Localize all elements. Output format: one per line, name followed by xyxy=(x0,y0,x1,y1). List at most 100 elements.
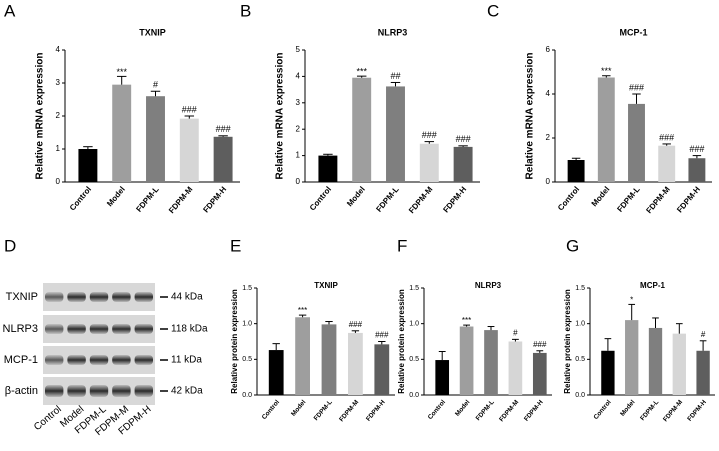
panel-label: G xyxy=(566,236,579,255)
blot-band xyxy=(112,385,131,397)
y-tick-label: 0.5 xyxy=(242,356,252,363)
x-tick-label: Model xyxy=(619,399,637,418)
x-tick-label: FDPM-H xyxy=(523,399,545,423)
error-bar xyxy=(458,145,468,147)
error-bar xyxy=(602,75,611,78)
blot-lane-label: Control xyxy=(32,404,64,433)
x-tick-label: Model xyxy=(345,185,367,208)
bar xyxy=(532,352,547,395)
x-tick-label: FDPM-L xyxy=(475,399,496,422)
error-bar xyxy=(356,75,367,78)
bar xyxy=(672,333,686,395)
significance: # xyxy=(513,328,518,337)
y-tick-label: 2 xyxy=(56,111,61,120)
error-bar xyxy=(692,155,702,159)
x-tick-label: Control xyxy=(556,185,581,213)
bar xyxy=(453,146,473,182)
y-tick-label: 5 xyxy=(296,45,301,54)
blot-size-label: 118 kDa xyxy=(171,324,208,335)
panel-label: B xyxy=(240,1,251,20)
y-tick-label: 0 xyxy=(296,177,301,186)
x-tick-label: FDPM-H xyxy=(201,185,228,215)
y-axis-label: Relative mRNA expression xyxy=(525,53,536,180)
blot-band xyxy=(89,292,109,302)
bar xyxy=(78,149,98,182)
bar xyxy=(628,103,645,182)
chart-title: NLRP3 xyxy=(378,27,408,37)
error-bar xyxy=(699,340,707,351)
panel-label: C xyxy=(487,1,499,20)
blot-band xyxy=(45,292,64,302)
y-axis-label: Relative protein expression xyxy=(563,289,572,394)
significance: *** xyxy=(298,306,307,315)
bar xyxy=(648,327,663,395)
blot-row-label: NLRP3 xyxy=(3,323,38,335)
y-tick-label: 1.0 xyxy=(409,321,419,328)
significance: ### xyxy=(182,104,197,114)
x-tick-label: Control xyxy=(68,185,93,213)
chart-title: MCP-1 xyxy=(619,27,647,37)
blot-band xyxy=(112,355,131,365)
blot-band xyxy=(45,385,64,397)
y-tick-label: 4 xyxy=(296,72,301,81)
error-bar xyxy=(438,350,446,361)
y-tick-label: 1.5 xyxy=(409,285,419,292)
blot-size-label: 11 kDa xyxy=(171,355,202,366)
x-tick-label: Model xyxy=(290,399,308,418)
y-axis-label: Relative protein expression xyxy=(230,289,239,394)
bar xyxy=(435,360,450,395)
bar xyxy=(658,145,676,182)
blot-size-label: 44 kDa xyxy=(171,292,203,303)
x-tick-label: FDPM-H xyxy=(441,185,468,215)
significance: ### xyxy=(216,124,231,134)
blot-band xyxy=(67,292,86,302)
panel-label: A xyxy=(4,1,16,20)
x-tick-label: FDPM-L xyxy=(639,399,660,422)
y-tick-label: 0.0 xyxy=(409,392,419,399)
bar xyxy=(112,84,132,182)
bar xyxy=(348,332,363,395)
blot-size-label: 42 kDa xyxy=(171,386,203,397)
x-tick-label: FDPM-M xyxy=(407,185,435,216)
bar xyxy=(625,320,639,395)
chart-title: TXNIP xyxy=(314,281,338,290)
blot-row-label: MCP-1 xyxy=(4,354,38,366)
bar xyxy=(213,136,233,182)
x-tick-label: Control xyxy=(593,399,613,421)
significance: ### xyxy=(422,130,437,140)
panel-label: E xyxy=(230,236,241,255)
blot-band xyxy=(134,324,153,334)
error-bar xyxy=(272,343,280,351)
bar xyxy=(352,77,372,182)
bar xyxy=(459,326,474,395)
error-bar xyxy=(298,314,307,318)
blot-band xyxy=(45,324,64,334)
significance: *** xyxy=(356,67,367,77)
x-tick-label: Control xyxy=(308,185,333,213)
error-bar xyxy=(571,157,581,160)
bar xyxy=(321,324,337,395)
bar xyxy=(179,118,199,182)
y-tick-label: 3 xyxy=(56,78,61,87)
error-bar xyxy=(463,324,471,327)
error-bar xyxy=(511,338,519,342)
error-bar xyxy=(424,141,435,144)
error-bar xyxy=(323,153,333,156)
y-tick-label: 1.0 xyxy=(575,321,585,328)
blot-band xyxy=(67,324,86,334)
x-tick-label: Model xyxy=(454,399,472,418)
chart-title: MCP-1 xyxy=(640,281,665,290)
panel-label: F xyxy=(397,236,407,255)
error-bar xyxy=(83,146,93,149)
y-tick-label: 0.5 xyxy=(409,356,419,363)
bar xyxy=(268,350,284,395)
blot-band xyxy=(134,385,153,397)
y-tick-label: 0.5 xyxy=(575,356,585,363)
blot-band xyxy=(89,355,109,365)
x-tick-label: FDPM-H xyxy=(675,185,702,215)
x-tick-label: FDPM-L xyxy=(313,399,334,422)
blot-band xyxy=(45,355,64,365)
x-tick-label: FDPM-M xyxy=(644,185,672,216)
x-tick-label: FDPM-H xyxy=(365,399,387,423)
